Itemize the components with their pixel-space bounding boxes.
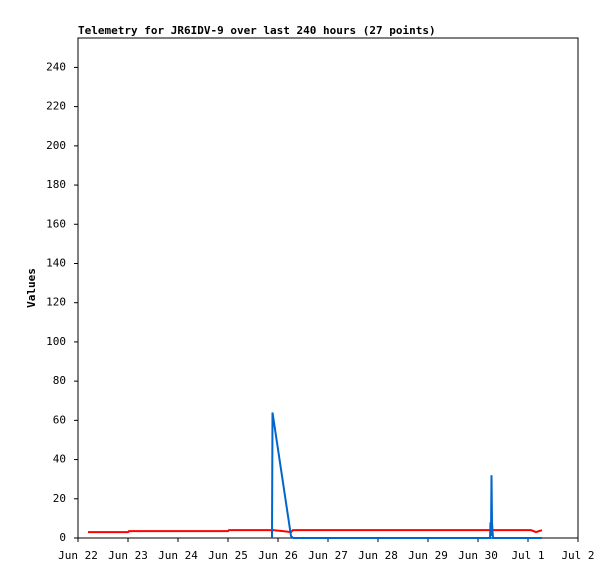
x-tick-label: Jun 22 <box>58 549 98 562</box>
x-tick-label: Jul 1 <box>511 549 544 562</box>
x-tick-label: Jun 30 <box>458 549 498 562</box>
y-tick-label: 140 <box>46 256 66 269</box>
y-tick-label: 220 <box>46 100 66 113</box>
y-tick-label: 80 <box>53 374 66 387</box>
x-tick-label: Jul 2 <box>561 549 594 562</box>
y-tick-label: 240 <box>46 60 66 73</box>
x-tick-label: Jun 28 <box>358 549 398 562</box>
y-tick-label: 160 <box>46 217 66 230</box>
chart-title: Telemetry for JR6IDV-9 over last 240 hou… <box>78 24 436 37</box>
series-line <box>88 529 543 534</box>
y-tick-label: 0 <box>59 531 66 544</box>
x-tick-label: Jun 24 <box>158 549 198 562</box>
x-tick-label: Jun 25 <box>208 549 248 562</box>
y-tick-label: 60 <box>53 413 66 426</box>
x-tick-label: Jun 29 <box>408 549 448 562</box>
x-tick-label: Jun 27 <box>308 549 348 562</box>
y-axis-label: Values <box>25 268 38 308</box>
y-tick-label: 20 <box>53 492 66 505</box>
x-tick-label: Jun 23 <box>108 549 148 562</box>
y-tick-label: 100 <box>46 335 66 348</box>
y-tick-label: 180 <box>46 178 66 191</box>
series-line <box>271 412 542 539</box>
y-tick-label: 120 <box>46 296 66 309</box>
y-tick-label: 200 <box>46 139 66 152</box>
x-tick-label: Jun 26 <box>258 549 298 562</box>
plot-frame <box>77 37 579 539</box>
y-tick-label: 40 <box>53 453 66 466</box>
